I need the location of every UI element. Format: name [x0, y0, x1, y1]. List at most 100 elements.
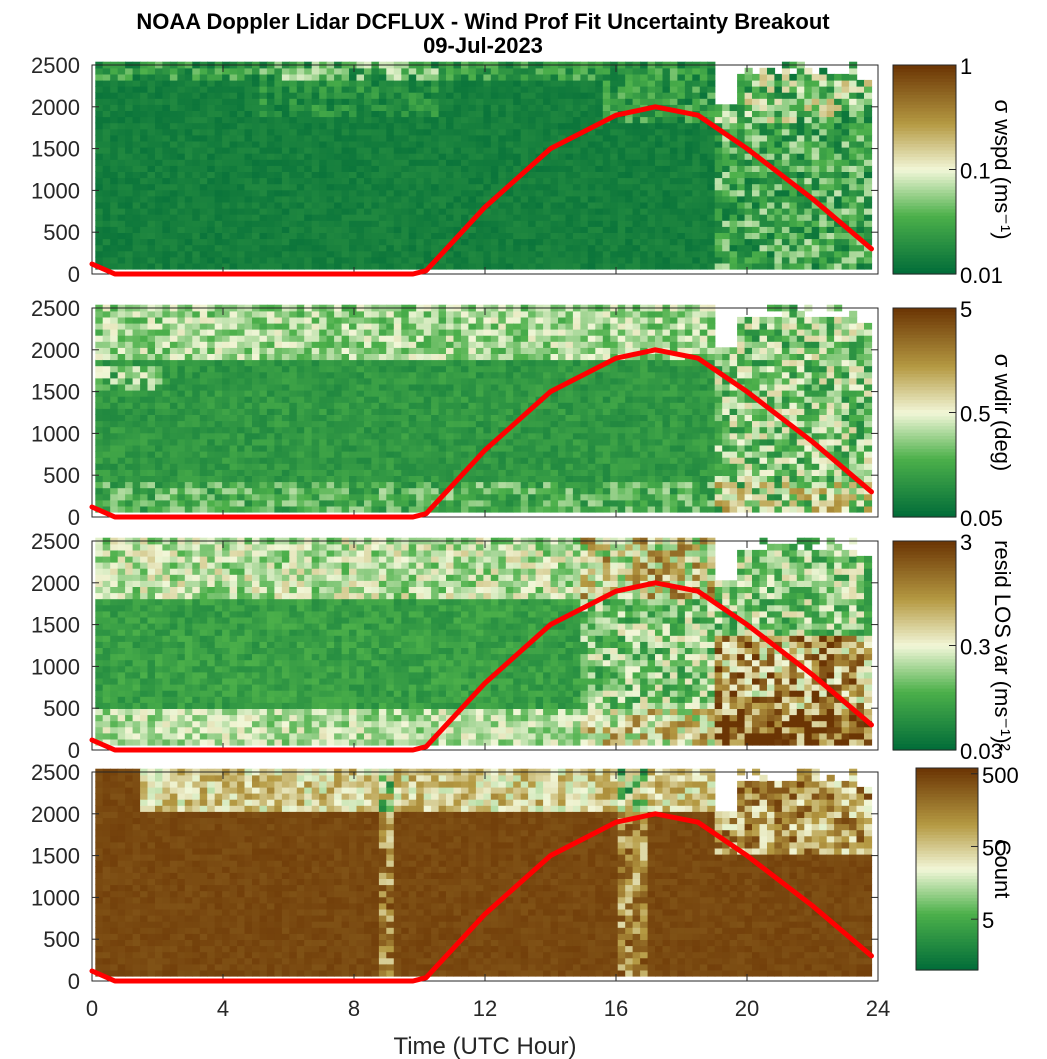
heatmap-cell [229, 110, 238, 118]
heatmap-cell [192, 390, 201, 397]
heatmap-cell [580, 256, 589, 264]
heatmap-cell [341, 414, 350, 422]
heatmap-cell [289, 408, 298, 415]
heatmap-cell [341, 189, 350, 197]
heatmap-cell [125, 432, 134, 440]
heatmap-cell [364, 177, 373, 185]
heatmap-cell [252, 177, 261, 185]
heatmap-cell [155, 341, 164, 348]
heatmap-cell [744, 250, 753, 258]
heatmap-cell [475, 73, 484, 81]
heatmap-cell [684, 238, 693, 246]
heatmap-cell [789, 244, 798, 252]
heatmap-cell [408, 183, 417, 191]
heatmap-cell [572, 189, 581, 197]
heatmap-cell [207, 390, 216, 397]
heatmap-cell [102, 499, 111, 507]
heatmap-cell [841, 140, 850, 148]
heatmap-cell [647, 244, 656, 252]
heatmap-cell [759, 226, 768, 233]
heatmap-cell [296, 250, 305, 258]
heatmap-cell [475, 104, 484, 111]
heatmap-cell [356, 262, 365, 270]
heatmap-cell [669, 256, 678, 264]
heatmap-cell [408, 92, 417, 99]
heatmap-cell [296, 73, 305, 81]
heatmap-cell [453, 79, 462, 87]
heatmap-cell [550, 256, 559, 264]
heatmap-cell [155, 214, 164, 221]
heatmap-cell [707, 67, 716, 75]
heatmap-cell [490, 140, 499, 148]
heatmap-cell [199, 116, 208, 124]
heatmap-cell [311, 244, 320, 252]
heatmap-cell [356, 189, 365, 197]
heatmap-cell [804, 67, 813, 75]
heatmap-cell [140, 487, 149, 495]
heatmap-cell [811, 250, 820, 258]
heatmap-cell [132, 128, 141, 136]
heatmap-cell [319, 147, 328, 154]
heatmap-cell [386, 505, 395, 513]
heatmap-cell [558, 183, 567, 191]
heatmap-cell [505, 195, 514, 203]
heatmap-cell [169, 505, 178, 513]
heatmap-cell [169, 426, 178, 434]
heatmap-cell [177, 341, 186, 348]
heatmap-cell [207, 171, 216, 179]
heatmap-cell [475, 153, 484, 160]
heatmap-cell [662, 244, 671, 252]
heatmap-cell [132, 359, 141, 367]
heatmap-cell [393, 316, 402, 324]
heatmap-cell [804, 79, 813, 87]
heatmap-cell [274, 377, 283, 385]
heatmap-cell [834, 250, 843, 258]
heatmap-cell [214, 359, 223, 367]
heatmap-cell [155, 153, 164, 160]
heatmap-cell [572, 250, 581, 258]
heatmap-cell [468, 67, 477, 75]
heatmap-cell [319, 402, 328, 409]
heatmap-cell [774, 220, 783, 227]
heatmap-cell [155, 408, 164, 415]
heatmap-cell [214, 214, 223, 221]
heatmap-cell [281, 493, 290, 501]
heatmap-cell [647, 165, 656, 172]
heatmap-cell [655, 116, 664, 124]
heatmap-cell [393, 201, 402, 209]
heatmap-cell [169, 377, 178, 385]
heatmap-cell [632, 226, 641, 233]
heatmap-cell [826, 122, 835, 130]
heatmap-cell [371, 110, 380, 118]
heatmap-cell [475, 134, 484, 142]
heatmap-cell [311, 220, 320, 227]
heatmap-cell [617, 183, 626, 191]
heatmap-cell [543, 67, 552, 75]
heatmap-cell [147, 420, 156, 428]
heatmap-cell [356, 316, 365, 324]
heatmap-cell [177, 414, 186, 422]
heatmap-cell [796, 116, 805, 124]
heatmap-cell [296, 341, 305, 348]
heatmap-cell [699, 73, 708, 81]
heatmap-cell [132, 226, 141, 233]
heatmap-cell [319, 353, 328, 361]
heatmap-cell [550, 244, 559, 252]
heatmap-cell [804, 98, 813, 105]
heatmap-cell [229, 104, 238, 111]
heatmap-cell [266, 226, 275, 233]
heatmap-cell [461, 177, 470, 185]
heatmap-cell [856, 104, 865, 111]
heatmap-cell [334, 377, 343, 385]
heatmap-cell [125, 444, 134, 452]
heatmap-cell [722, 208, 731, 215]
heatmap-cell [244, 171, 253, 179]
heatmap-cell [199, 505, 208, 513]
heatmap-cell [841, 195, 850, 203]
heatmap-cell [834, 79, 843, 87]
heatmap-cell [192, 140, 201, 148]
heatmap-cell [207, 256, 216, 264]
heatmap-cell [214, 238, 223, 246]
heatmap-cell [498, 147, 507, 154]
heatmap-cell [177, 92, 186, 99]
